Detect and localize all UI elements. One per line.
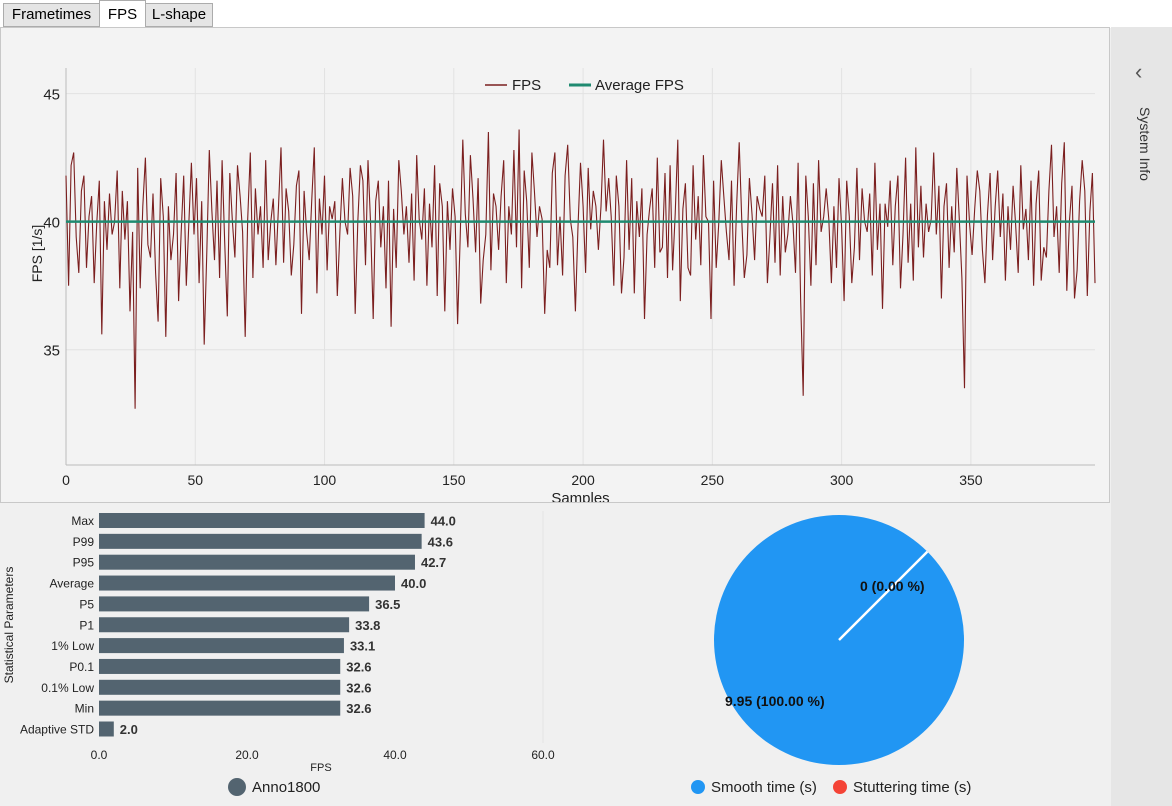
stat-bar	[99, 617, 349, 632]
fps-line-chart: 0 50 100 150 200 250 300 350 35 40 45 Samples FPS [1…	[1, 28, 1109, 502]
bar-category-label: Average	[50, 577, 95, 591]
x-tick-label: 100	[313, 472, 337, 488]
bar-value-label: 36.5	[375, 597, 400, 612]
bar-value-label: 2.0	[120, 722, 138, 737]
stat-bar	[99, 513, 425, 528]
stat-bar	[99, 722, 114, 737]
bar-category-label: P0.1	[69, 660, 94, 674]
stat-bar-chart: Max 44.0 P99 43.6 P95 42.7 Average 40.0 P5 36.5 P1…	[0, 503, 580, 806]
y-tick-label: 45	[43, 87, 60, 104]
bar-category-label: Min	[75, 702, 94, 716]
bar-value-label: 33.1	[350, 639, 375, 654]
x-tick-label: 250	[701, 472, 725, 488]
x-tick-label: 0	[62, 472, 70, 488]
stat-bar	[99, 659, 340, 674]
pie-label-smooth: 9.95 (100.00 %)	[725, 693, 825, 709]
legend-label-average: Average FPS	[595, 77, 684, 94]
x-axis-title: FPS	[310, 762, 331, 774]
stat-bar	[99, 596, 369, 611]
bar-category-label: P99	[73, 535, 95, 549]
tab-fps[interactable]: FPS	[99, 0, 146, 28]
bar-category-label: Max	[71, 514, 94, 528]
bar-value-label: 44.0	[431, 514, 456, 529]
x-tick-label: 300	[830, 472, 854, 488]
y-tick-label: 35	[43, 343, 60, 360]
tab-bar: Frametimes FPS L-shape	[0, 0, 1172, 28]
y-tick-label: 40	[43, 215, 60, 232]
bar-category-label: P5	[79, 597, 94, 611]
x-tick-label: 0.0	[91, 748, 108, 762]
legend-swatch-stutter	[833, 780, 847, 794]
stat-bar	[99, 576, 395, 591]
x-tick-label: 150	[442, 472, 466, 488]
x-tick-label: 40.0	[383, 748, 407, 762]
bottom-charts: Max 44.0 P99 43.6 P95 42.7 Average 40.0 P5 36.5 P1…	[0, 503, 1110, 806]
stat-bar	[99, 701, 340, 716]
bar-value-label: 32.6	[346, 701, 371, 716]
bar-category-label: 1% Low	[51, 639, 94, 653]
x-tick-label: 200	[571, 472, 595, 488]
stutter-pie-chart: 9.95 (100.00 %) 0 (0.00 %)	[590, 503, 1110, 773]
bar-value-label: 32.6	[346, 659, 371, 674]
tab-l-shape[interactable]: L-shape	[145, 3, 213, 27]
legend-label-stutter: Stuttering time (s)	[853, 779, 971, 796]
legend-label-smooth: Smooth time (s)	[711, 779, 817, 796]
pie-legend: Smooth time (s) Stuttering time (s)	[691, 779, 971, 796]
stat-bar	[99, 680, 340, 695]
bar-category-label: P1	[79, 618, 94, 632]
bar-category-label: 0.1% Low	[41, 681, 94, 695]
x-tick-label: 350	[959, 472, 983, 488]
bar-value-label: 42.7	[421, 555, 446, 570]
fps-line-chart-panel: 0 50 100 150 200 250 300 350 35 40 45 Samples FPS [1…	[0, 27, 1110, 503]
x-tick-label: 60.0	[531, 748, 555, 762]
x-tick-label: 20.0	[235, 748, 259, 762]
bar-legend: Anno1800	[228, 778, 320, 796]
pie-label-stutter: 0 (0.00 %)	[860, 578, 925, 594]
stat-bar	[99, 534, 422, 549]
stat-bar	[99, 638, 344, 653]
system-info-side-panel[interactable]: ‹ System Info	[1111, 27, 1172, 806]
bar-value-label: 43.6	[428, 534, 453, 549]
x-tick-label: 50	[187, 472, 203, 488]
bar-category-label: P95	[73, 556, 95, 570]
chevron-left-icon[interactable]: ‹	[1135, 59, 1142, 85]
x-axis-title: Samples	[551, 490, 609, 502]
bar-category-label: Adaptive STD	[20, 723, 94, 737]
y-axis-title: FPS [1/s]	[29, 225, 45, 283]
bar-value-label: 40.0	[401, 576, 426, 591]
stat-bar	[99, 555, 415, 570]
legend-swatch-anno	[228, 778, 246, 796]
legend-label-anno: Anno1800	[252, 779, 320, 796]
bar-value-label: 32.6	[346, 680, 371, 695]
y-axis-title: Statistical Parameters	[2, 567, 16, 684]
tab-frametimes[interactable]: Frametimes	[3, 3, 100, 27]
bar-value-label: 33.8	[355, 618, 380, 633]
system-info-label[interactable]: System Info	[1137, 107, 1153, 181]
legend-label-fps: FPS	[512, 77, 541, 94]
legend-swatch-smooth	[691, 780, 705, 794]
